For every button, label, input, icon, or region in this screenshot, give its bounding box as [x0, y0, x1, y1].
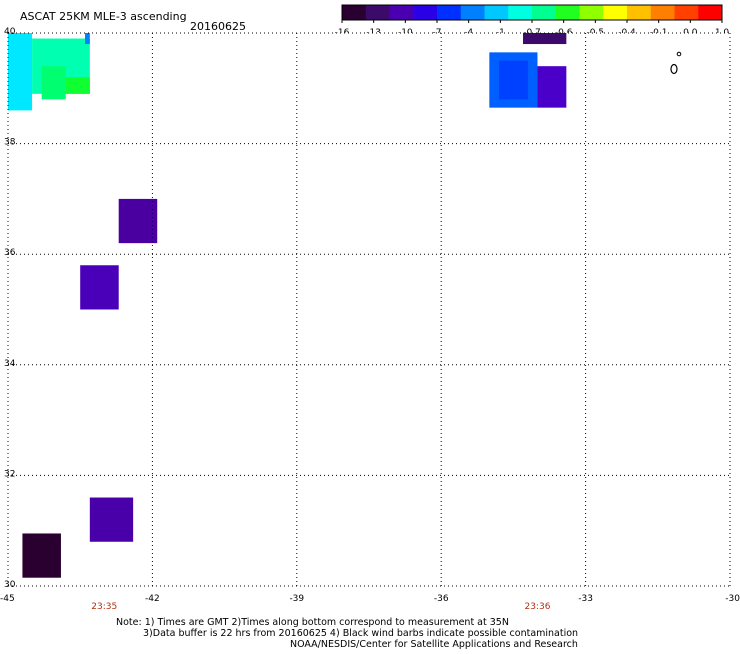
wind-cell [89, 497, 134, 542]
wind-cell [523, 33, 567, 45]
wind-cell [85, 33, 90, 45]
colorbar-swatch [650, 5, 675, 20]
wind-cell [8, 33, 33, 111]
note-line-2: 3)Data buffer is 22 hrs from 20160625 4)… [143, 628, 578, 639]
colorbar-swatch [579, 5, 604, 20]
plot-title: ASCAT 25KM MLE-3 ascending [20, 10, 187, 23]
time-labels: 23:35 23:36 [91, 602, 550, 612]
colorbar-swatch [627, 5, 652, 20]
wind-cell [537, 66, 567, 108]
colorbar-swatch [342, 5, 367, 20]
colorbar-swatch [555, 5, 580, 20]
colorbar-swatch [365, 5, 390, 20]
colorbar-swatch [389, 5, 414, 20]
plot-date: 20160625 [190, 20, 246, 33]
lat-tick-label: 34 [4, 359, 16, 369]
lon-tick-label: -42 [145, 594, 160, 604]
map-frame [8, 33, 730, 586]
wind-cell [65, 77, 90, 94]
gridlines [7, 32, 731, 587]
lon-tick-label: -33 [578, 594, 593, 604]
note-line-1: Note: 1) Times are GMT 2)Times along bot… [116, 617, 509, 628]
wind-cell [498, 60, 528, 100]
time-label: 23:36 [524, 602, 550, 612]
lat-tick-label: 30 [4, 580, 16, 590]
latitude-ticks: 40 38 36 34 32 30 [4, 27, 16, 590]
wind-cell [80, 265, 119, 310]
wind-cell [22, 533, 61, 578]
colorbar-swatch [603, 5, 628, 20]
time-label: 23:35 [91, 602, 117, 612]
wind-cell [41, 66, 66, 100]
colorbar-swatch [484, 5, 509, 20]
note-line-3: NOAA/NESDIS/Center for Satellite Applica… [290, 639, 578, 650]
wind-cell [118, 198, 158, 244]
lat-tick-label: 38 [4, 138, 16, 148]
colorbar-swatch [532, 5, 557, 20]
colorbar-swatch [413, 5, 438, 20]
wind-barb-icon [670, 51, 682, 75]
lat-tick-label: 32 [4, 469, 15, 479]
colorbar-swatch [698, 5, 723, 20]
longitude-ticks: -45 -42 -39 -36 -33 -30 [0, 594, 740, 604]
colorbar-swatch [508, 5, 533, 20]
lon-tick-label: -30 [725, 594, 740, 604]
colorbar-swatch [437, 5, 462, 20]
lon-tick-label: -39 [289, 594, 304, 604]
lon-tick-label: -36 [434, 594, 449, 604]
colorbar-swatch [674, 5, 699, 20]
lat-tick-label: 40 [4, 27, 16, 37]
lon-tick-label: -45 [0, 594, 15, 604]
colorbar-swatch [460, 5, 485, 20]
lat-tick-label: 36 [4, 248, 16, 258]
wind-cells [8, 33, 567, 578]
